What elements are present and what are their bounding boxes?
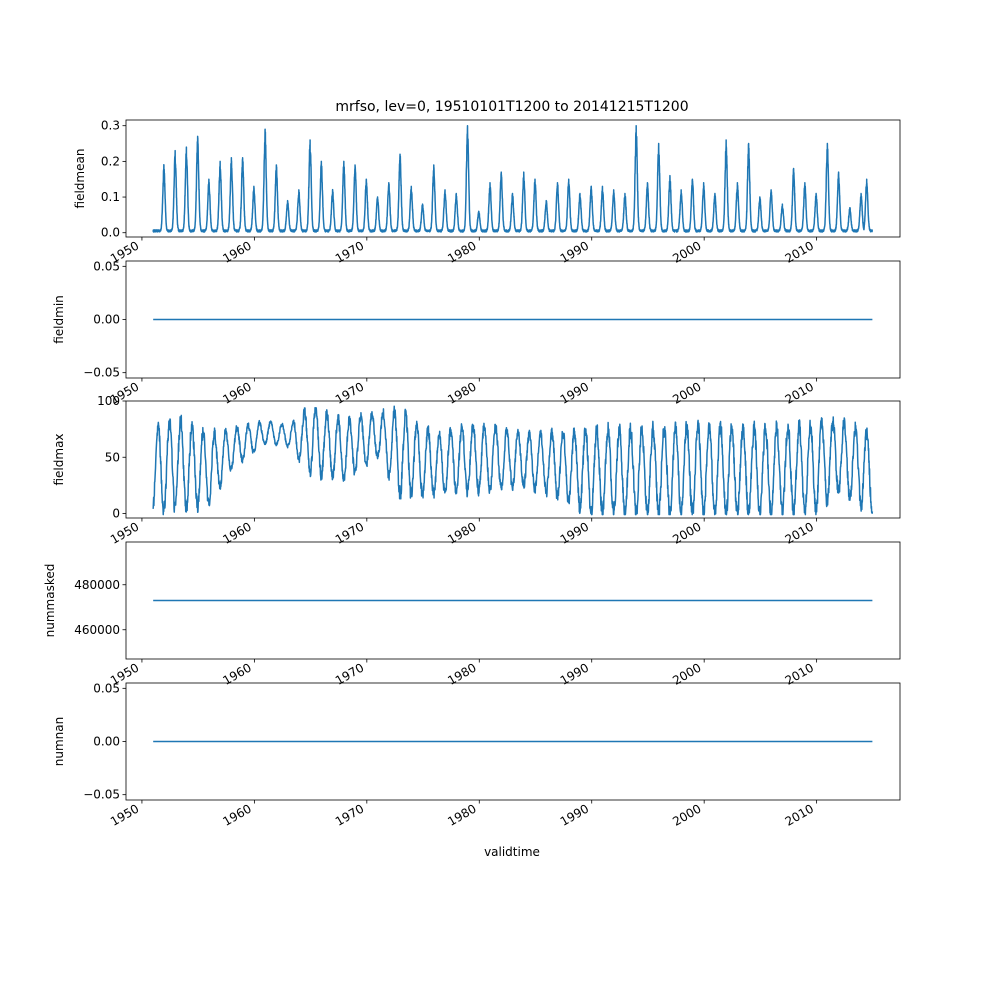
y-tick-label: −0.05 [83, 788, 120, 802]
x-axis-label: validtime [484, 845, 540, 859]
y-tick-label: 0.00 [93, 735, 120, 749]
y-tick-label: 0.00 [93, 313, 120, 327]
plot-frame [125, 400, 901, 519]
y-tick-label: 480000 [74, 578, 120, 592]
chart-title: mrfso, lev=0, 19510101T1200 to 20141215T… [335, 99, 688, 115]
plot-frame [125, 541, 901, 660]
y-tick-label: 50 [105, 450, 120, 464]
y-tick-label: −0.05 [83, 366, 120, 380]
plot-frame [125, 119, 901, 238]
series-line-fieldmean [152, 124, 874, 233]
y-tick-label: 0.05 [93, 259, 120, 273]
y-tick-label: 0.3 [101, 119, 120, 133]
y-axis-label: numnan [52, 717, 66, 766]
y-tick-label: 0.1 [101, 190, 120, 204]
y-tick-label: 100 [97, 394, 120, 408]
y-axis-label: nummasked [43, 564, 57, 638]
y-axis-label: fieldmin [52, 295, 66, 344]
series-line-fieldmax [152, 405, 874, 516]
y-tick-label: 460000 [74, 623, 120, 637]
y-axis-label: fieldmean [73, 149, 87, 209]
y-tick-label: 0.2 [101, 154, 120, 168]
y-tick-label: 0.05 [93, 681, 120, 695]
y-tick-label: 0 [112, 507, 120, 521]
y-tick-label: 0.0 [101, 226, 120, 240]
y-axis-label: fieldmax [52, 433, 66, 485]
